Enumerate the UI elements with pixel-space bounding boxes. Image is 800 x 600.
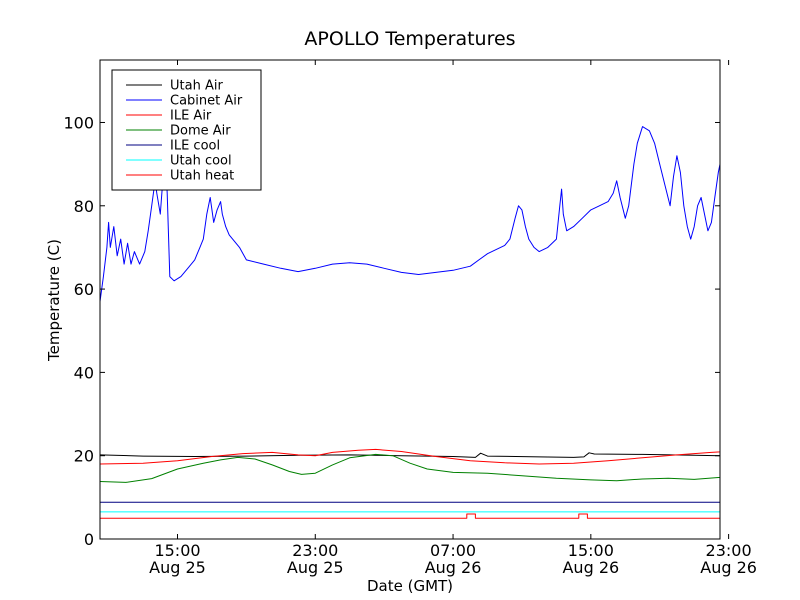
y-tick-label: 60 [74, 280, 94, 299]
chart-title: APOLLO Temperatures [304, 28, 515, 50]
x-tick-label-time: 07:00 [430, 541, 476, 560]
x-tick-label-date: Aug 25 [287, 558, 344, 577]
series-layer [100, 126, 720, 519]
series-line-dome-air [100, 453, 720, 483]
y-axis-label: Temperature (C) [45, 239, 63, 362]
x-tick-label-time: 23:00 [706, 541, 752, 560]
x-axis-label: Date (GMT) [367, 577, 453, 595]
series-line-ile-air [100, 448, 720, 465]
x-tick-label-time: 23:00 [292, 541, 338, 560]
legend-label-utah-cool: Utah cool [170, 154, 232, 169]
series-line-utah-air [100, 452, 720, 458]
series-line-utah-heat [100, 513, 720, 519]
x-tick-label-time: 15:00 [154, 541, 200, 560]
legend-label-ile-air: ILE Air [170, 109, 212, 124]
x-tick-label-date: Aug 26 [700, 558, 757, 577]
legend-label-dome-air: Dome Air [170, 124, 231, 139]
legend-label-ile-cool: ILE cool [170, 139, 220, 154]
x-tick-label-date: Aug 26 [562, 558, 619, 577]
x-tick-label-date: Aug 25 [149, 558, 206, 577]
x-tick-label-time: 15:00 [568, 541, 614, 560]
legend-label-utah-heat: Utah heat [170, 169, 234, 184]
legend-label-utah-air: Utah Air [170, 79, 223, 94]
y-tick-label: 0 [84, 530, 94, 549]
y-tick-label: 80 [74, 197, 94, 216]
y-tick-label: 40 [74, 363, 94, 382]
series-line-cabinet-air [100, 126, 720, 302]
legend-label-cabinet-air: Cabinet Air [170, 94, 243, 109]
y-tick-label: 20 [74, 447, 94, 466]
plot-area [99, 59, 721, 540]
x-tick-label-date: Aug 26 [425, 558, 482, 577]
plot-frame [99, 59, 721, 540]
y-tick-label: 100 [63, 113, 94, 132]
